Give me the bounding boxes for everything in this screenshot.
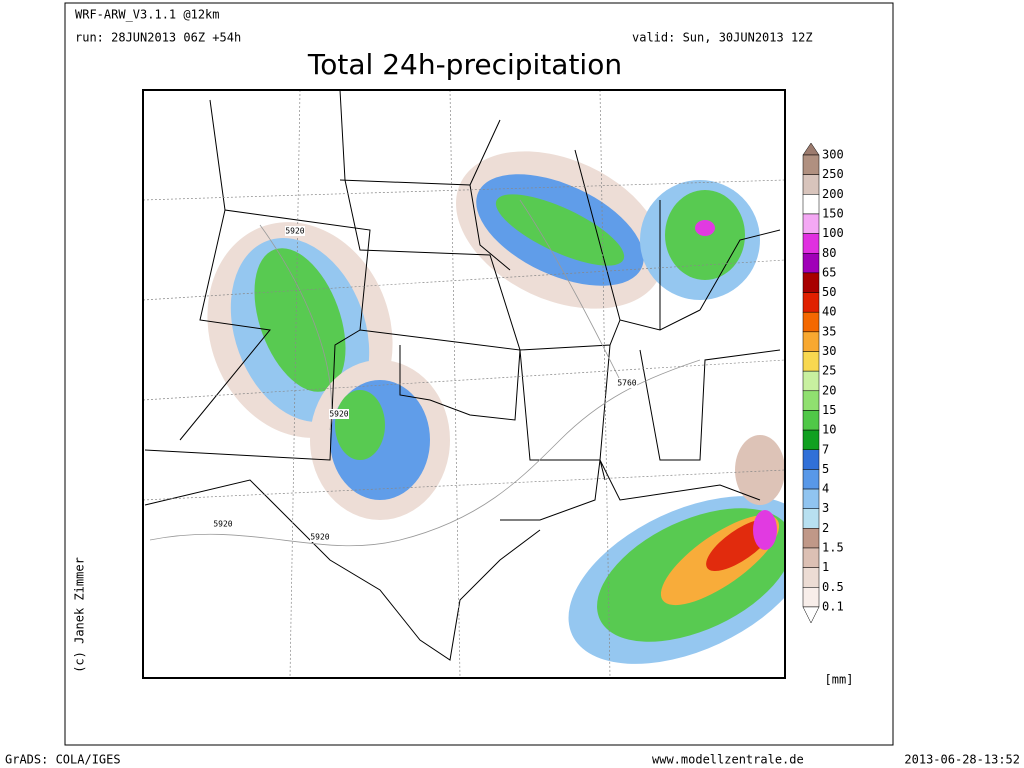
legend-label: 25 xyxy=(822,364,836,378)
legend-swatch xyxy=(802,154,820,175)
valid-label: valid: Sun, 30JUN2013 12Z xyxy=(632,31,813,45)
legend-label: 1.5 xyxy=(822,541,844,555)
legend-swatch xyxy=(802,469,820,490)
run-label: run: 28JUN2013 06Z +54h xyxy=(75,31,241,45)
legend-label: 40 xyxy=(822,305,836,319)
legend-swatch xyxy=(802,547,820,568)
legend-swatch xyxy=(802,311,820,333)
legend-arrow-top xyxy=(802,142,820,156)
legend-swatch xyxy=(802,213,820,234)
legend-unit: [mm] xyxy=(825,673,854,687)
contour-label: 5920 xyxy=(285,227,304,236)
legend-label: 2 xyxy=(822,521,829,535)
legend-label: 0.5 xyxy=(822,580,844,594)
legend-label: 1 xyxy=(822,560,829,574)
legend-label: 50 xyxy=(822,285,836,299)
legend-swatch xyxy=(802,449,820,470)
legend-swatch xyxy=(802,390,820,411)
legend-swatch xyxy=(802,528,820,549)
legend-swatch xyxy=(802,508,820,529)
legend-label: 300 xyxy=(822,148,844,162)
contour-label: 5760 xyxy=(617,379,636,388)
legend-swatch xyxy=(802,194,820,215)
contour-label: 5920 xyxy=(213,520,232,529)
legend-label: 65 xyxy=(822,265,836,279)
map: 5920 5920 5760 5920 5920 xyxy=(142,89,786,679)
legend-swatch xyxy=(802,370,820,392)
footer-right: 2013-06-28-13:52 xyxy=(904,753,1020,767)
contour-label: 5920 xyxy=(329,410,348,419)
contour-label-bg xyxy=(329,409,349,419)
legend-label: 80 xyxy=(822,246,836,260)
legend-swatch xyxy=(802,331,820,352)
frame xyxy=(64,2,894,746)
legend-label: 4 xyxy=(822,482,829,496)
legend-swatch xyxy=(802,272,820,293)
legend-label: 5 xyxy=(822,462,829,476)
legend-label: 7 xyxy=(822,442,829,456)
legend-swatch xyxy=(802,587,820,608)
legend-label: 3 xyxy=(822,501,829,515)
contour-label-bg xyxy=(213,519,233,529)
contour-label-bg xyxy=(617,378,637,388)
legend-label: 30 xyxy=(822,344,836,358)
legend-label: 100 xyxy=(822,226,844,240)
legend-label: 35 xyxy=(822,324,836,338)
contour-label: 5920 xyxy=(310,533,329,542)
title: Total 24h-precipitation xyxy=(307,48,622,81)
legend-label: 10 xyxy=(822,423,836,437)
contour-label-bg xyxy=(310,532,330,542)
legend-swatch xyxy=(802,567,820,588)
footer-left: GrADS: COLA/IGES xyxy=(5,753,121,767)
legend-label: 150 xyxy=(822,206,844,220)
legend-swatch xyxy=(802,410,820,431)
legend-label: 20 xyxy=(822,383,836,397)
legend-label: 200 xyxy=(822,187,844,201)
legend-swatch xyxy=(802,429,820,451)
contour-label-bg xyxy=(285,226,305,236)
legend-label: 250 xyxy=(822,167,844,181)
legend-swatch xyxy=(802,233,820,254)
legend-swatch xyxy=(802,253,820,274)
legend-arrow-bottom xyxy=(802,606,820,624)
legend-label: 0.1 xyxy=(822,599,844,613)
legend-swatch xyxy=(802,292,820,313)
legend-swatch xyxy=(802,351,820,372)
legend-label: 15 xyxy=(822,403,836,417)
credit: (c) Janek Zimmer xyxy=(73,557,87,673)
legend-swatch xyxy=(802,488,820,509)
legend-swatch xyxy=(802,174,820,195)
legend: 300 250 200 150 100 80 65 50 40 35 30 25 20 15 10 7 5 4 3 2… xyxy=(802,142,844,624)
model-label: WRF-ARW_V3.1.1 @12km xyxy=(75,8,220,22)
footer-center: www.modellzentrale.de xyxy=(652,753,804,767)
